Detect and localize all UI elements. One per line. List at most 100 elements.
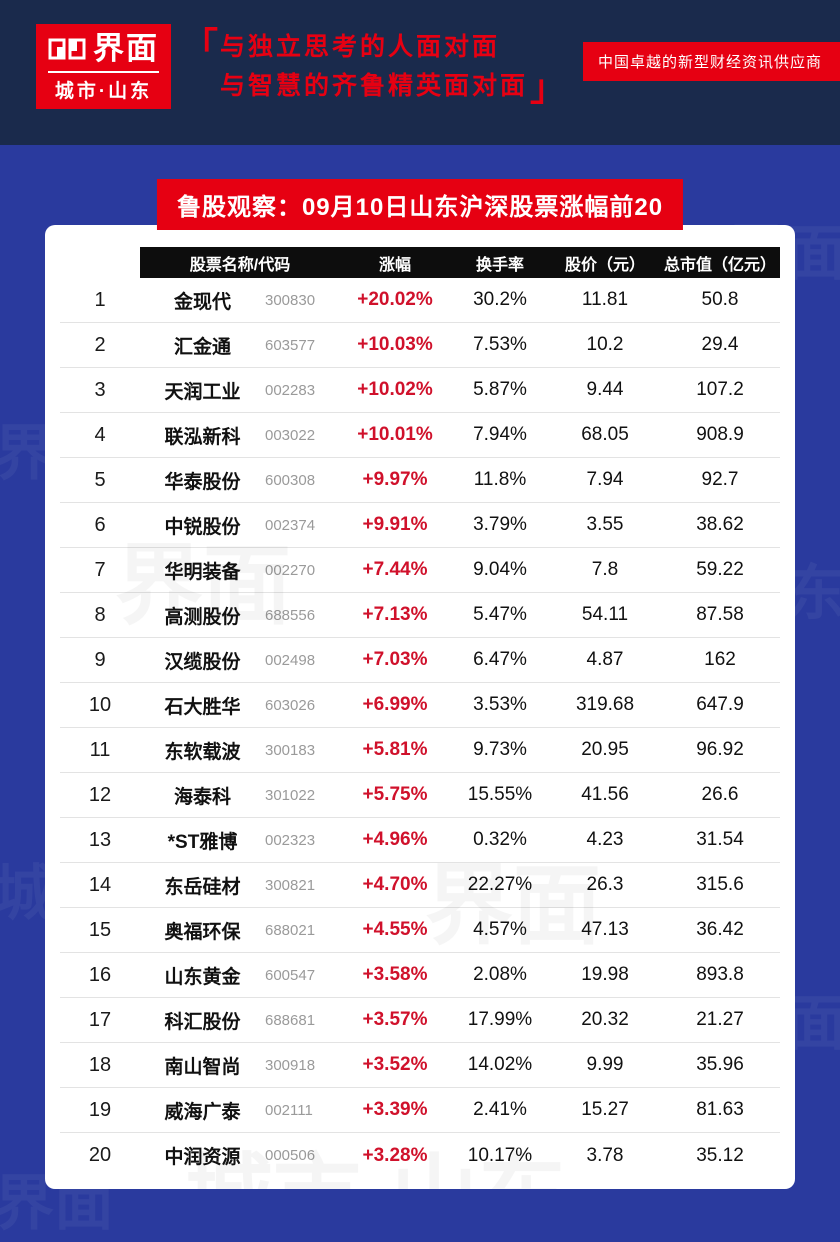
table-row: 1 金现代 300830 +20.02% 30.2% 11.81 50.8 xyxy=(60,278,780,323)
rank-cell: 10 xyxy=(88,693,112,716)
change-percent: +7.13% xyxy=(362,604,428,625)
turnover-rate: 9.73% xyxy=(473,739,527,760)
stock-code: 300821 xyxy=(265,876,316,894)
market-cap: 31.54 xyxy=(696,829,744,850)
quote-close-mark: 」 xyxy=(530,67,567,108)
market-cap: 26.6 xyxy=(701,784,739,805)
change-percent: +4.70% xyxy=(362,874,428,895)
turnover-rate: 6.47% xyxy=(473,649,527,670)
change-percent: +3.58% xyxy=(362,964,428,985)
stock-code: 002283 xyxy=(265,381,316,399)
rank-cell: 1 xyxy=(94,288,106,311)
rank-cell: 16 xyxy=(88,963,112,986)
market-cap: 29.4 xyxy=(701,334,739,355)
stock-name: 联泓新科 xyxy=(164,426,241,448)
stock-price: 26.3 xyxy=(586,874,624,895)
stock-code: 002323 xyxy=(265,831,316,849)
stock-name: *ST雅博 xyxy=(167,831,238,853)
table-header-bar: 股票名称/代码 涨幅 换手率 股价（元） 总市值（亿元） xyxy=(140,247,780,278)
change-percent: +10.01% xyxy=(357,424,433,445)
stock-price: 319.68 xyxy=(575,694,635,715)
stock-name: 南山智尚 xyxy=(164,1056,241,1078)
jiemian-logo: 界面 城市·山东 xyxy=(36,24,171,110)
rank-cell: 3 xyxy=(94,378,106,401)
table-row: 10 石大胜华 603026 +6.99% 3.53% 319.68 647.9 xyxy=(60,683,780,728)
rank-cell: 8 xyxy=(94,603,106,626)
table-row: 8 高测股份 688556 +7.13% 5.47% 54.11 87.58 xyxy=(60,593,780,638)
turnover-rate: 5.47% xyxy=(473,604,527,625)
stock-code: 002111 xyxy=(265,1101,313,1119)
turnover-rate: 30.2% xyxy=(473,289,527,310)
turnover-rate: 3.53% xyxy=(473,694,527,715)
market-cap: 35.12 xyxy=(696,1144,744,1166)
stock-name: 东岳硅材 xyxy=(164,876,241,898)
turnover-rate: 9.04% xyxy=(473,559,527,580)
stock-code: 603026 xyxy=(265,696,316,714)
rank-cell: 17 xyxy=(88,1008,112,1031)
stock-price: 20.32 xyxy=(581,1009,629,1030)
table-row: 16 山东黄金 600547 +3.58% 2.08% 19.98 893.8 xyxy=(60,953,780,998)
slogan-line-2: 与智慧的齐鲁精英面对面 xyxy=(220,72,529,100)
stock-price: 20.95 xyxy=(581,739,629,760)
col-header-turnover: 换手率 xyxy=(475,256,524,274)
turnover-rate: 2.08% xyxy=(473,964,527,985)
slogan: 「 与独立思考的人面对面 与智慧的齐鲁精英面对面 」 xyxy=(182,28,566,106)
stock-price: 15.27 xyxy=(581,1099,629,1120)
stock-price: 41.56 xyxy=(581,784,629,805)
table-row: 15 奥福环保 688021 +4.55% 4.57% 47.13 36.42 xyxy=(60,908,780,953)
change-percent: +9.91% xyxy=(362,514,428,535)
table-row: 20 中润资源 000506 +3.28% 10.17% 3.78 35.12 xyxy=(60,1133,780,1178)
market-cap: 87.58 xyxy=(696,604,744,625)
turnover-rate: 17.99% xyxy=(467,1009,533,1030)
stock-code: 600547 xyxy=(265,966,316,984)
logo-brand-text: 界面 xyxy=(93,31,159,66)
stock-price: 3.55 xyxy=(586,514,624,535)
rank-cell: 4 xyxy=(94,423,106,446)
turnover-rate: 15.55% xyxy=(467,784,533,805)
table-row: 11 东软载波 300183 +5.81% 9.73% 20.95 96.92 xyxy=(60,728,780,773)
rank-cell: 11 xyxy=(89,738,111,761)
market-cap: 315.6 xyxy=(696,874,744,895)
rank-cell: 2 xyxy=(94,333,106,356)
turnover-rate: 14.02% xyxy=(467,1054,533,1075)
turnover-rate: 3.79% xyxy=(473,514,527,535)
change-percent: +20.02% xyxy=(357,289,433,310)
turnover-rate: 2.41% xyxy=(473,1099,527,1120)
rank-cell: 9 xyxy=(94,648,106,671)
change-percent: +4.96% xyxy=(362,829,428,850)
stock-table-card: 界面 界面 城市·山东 股票名称/代码 涨幅 换手率 股价（元） 总市值（亿元）… xyxy=(45,225,795,1189)
change-percent: +4.55% xyxy=(362,919,428,940)
market-cap: 162 xyxy=(704,649,736,670)
jiemian-logo-icon xyxy=(48,38,86,60)
col-header-change: 涨幅 xyxy=(378,256,411,274)
market-cap: 92.7 xyxy=(701,469,739,490)
stock-name: 东软载波 xyxy=(164,741,241,763)
stock-name: 科汇股份 xyxy=(164,1011,241,1033)
rank-cell: 19 xyxy=(88,1098,112,1121)
table-row: 14 东岳硅材 300821 +4.70% 22.27% 26.3 315.6 xyxy=(60,863,780,908)
stock-name: 山东黄金 xyxy=(164,966,241,988)
stock-name: 中锐股份 xyxy=(164,516,241,538)
stock-price: 68.05 xyxy=(581,424,629,445)
market-cap: 908.9 xyxy=(696,424,744,445)
rank-cell: 12 xyxy=(88,783,112,806)
stock-price: 7.8 xyxy=(591,559,619,580)
col-header-name-code: 股票名称/代码 xyxy=(189,256,291,274)
stock-name: 金现代 xyxy=(173,291,231,313)
col-header-market-cap: 总市值（亿元） xyxy=(663,256,776,274)
table-row: 3 天润工业 002283 +10.02% 5.87% 9.44 107.2 xyxy=(60,368,780,413)
rank-cell: 18 xyxy=(88,1053,112,1076)
stock-code: 688021 xyxy=(265,921,316,939)
table-row: 6 中锐股份 002374 +9.91% 3.79% 3.55 38.62 xyxy=(60,503,780,548)
stock-name: 奥福环保 xyxy=(164,921,241,943)
market-cap: 96.92 xyxy=(696,739,744,760)
table-row: 12 海泰科 301022 +5.75% 15.55% 41.56 26.6 xyxy=(60,773,780,818)
rank-cell: 20 xyxy=(88,1144,112,1166)
stock-name: 海泰科 xyxy=(173,786,231,808)
turnover-rate: 10.17% xyxy=(467,1144,533,1166)
stock-name: 汇金通 xyxy=(173,336,231,358)
stock-price: 4.87 xyxy=(586,649,624,670)
market-cap: 36.42 xyxy=(696,919,744,940)
turnover-rate: 7.53% xyxy=(473,334,527,355)
stock-code: 002374 xyxy=(265,516,316,534)
